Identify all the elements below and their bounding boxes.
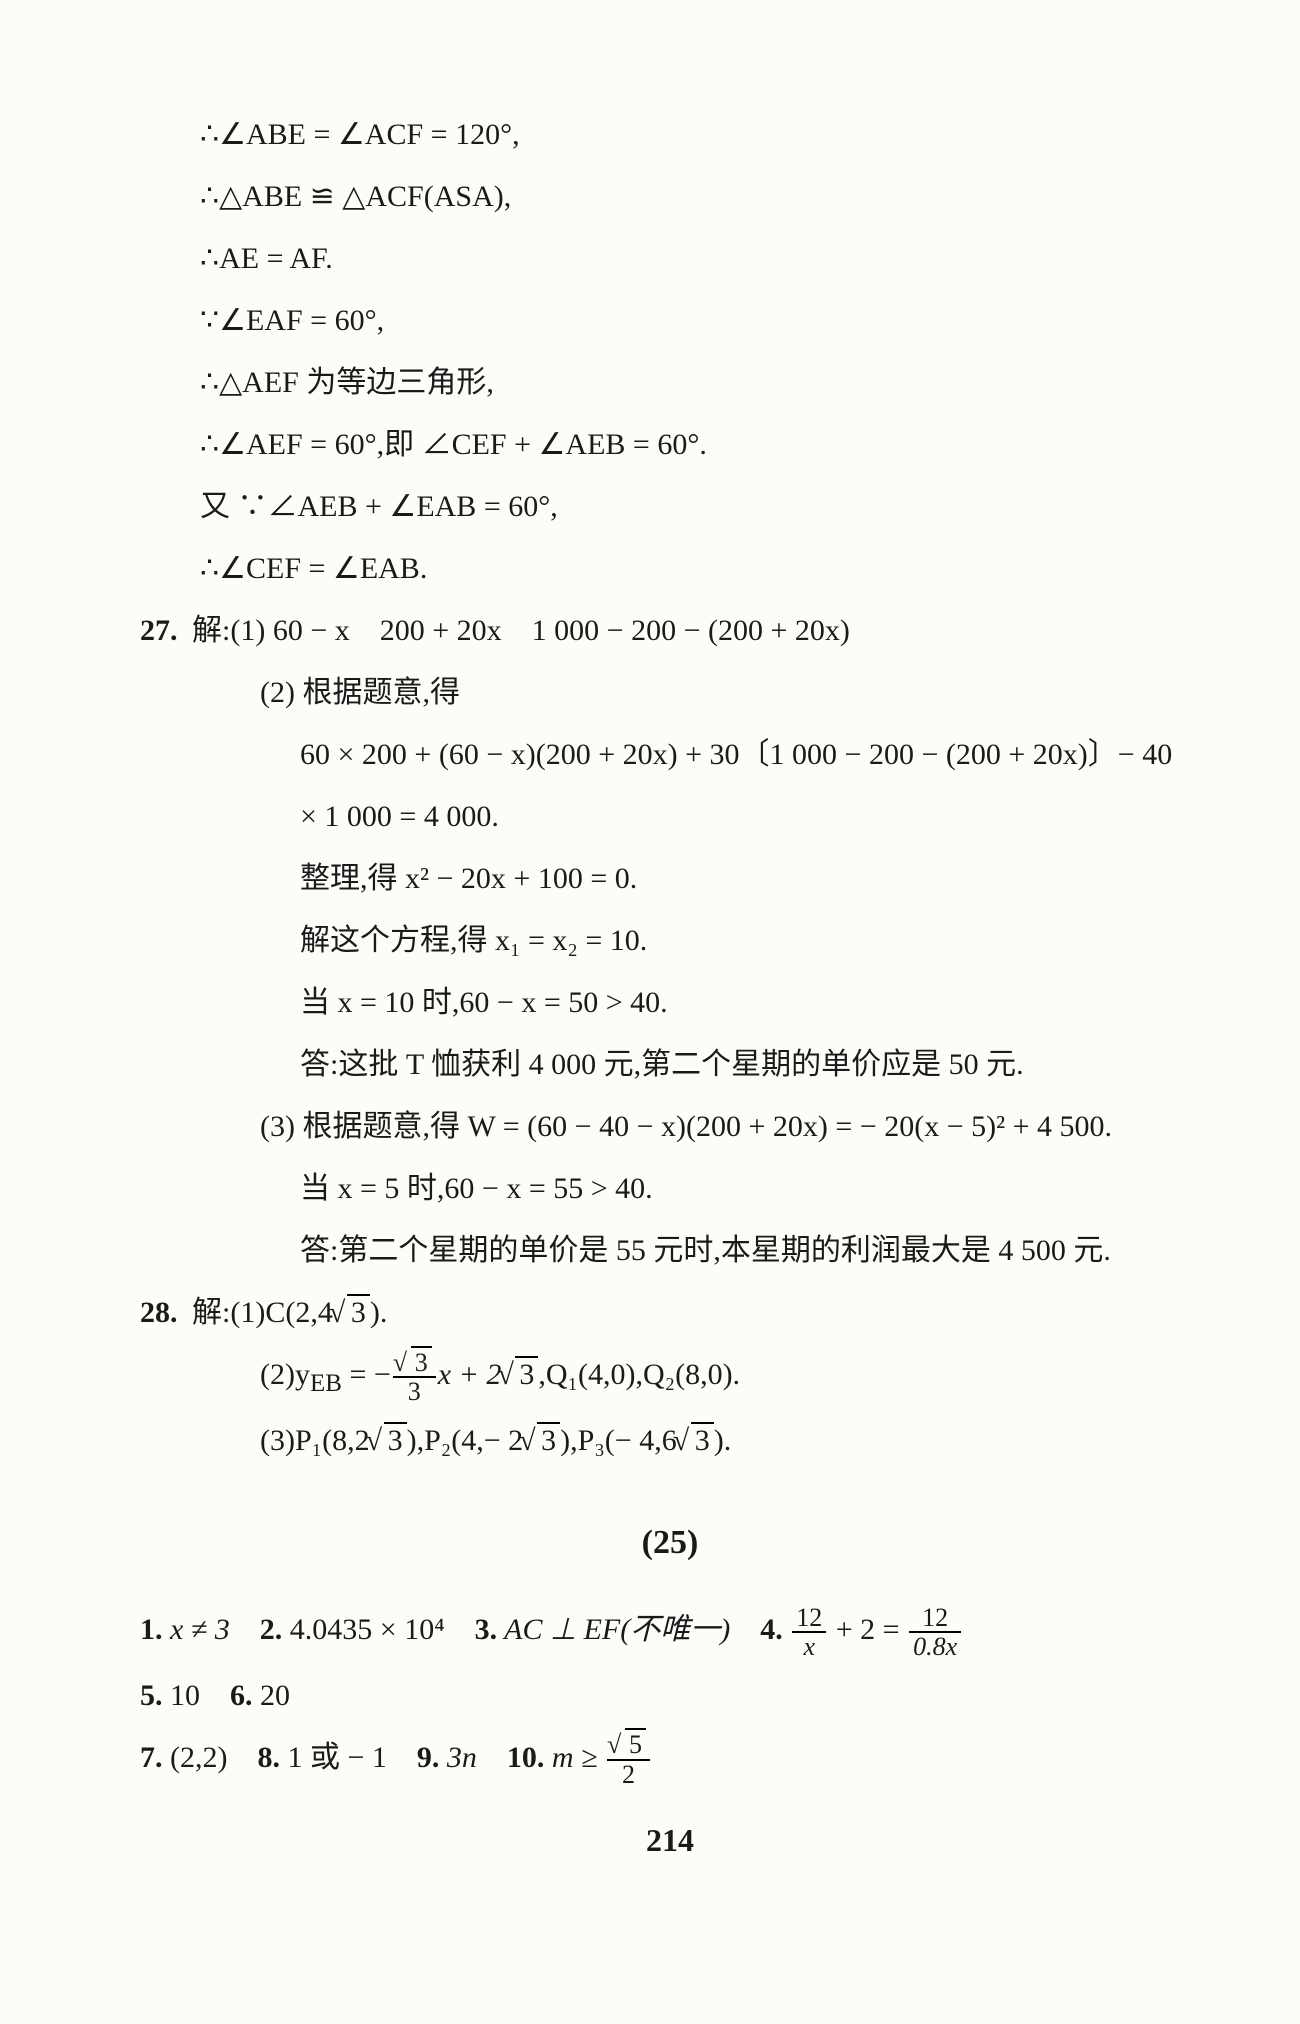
answer: 4.0435 × 10⁴ (282, 1613, 444, 1646)
answer: x ≠ 3 (163, 1613, 230, 1646)
fraction: 120.8x (909, 1604, 961, 1661)
answer-row: 5. 10 6. 20 (140, 1669, 1200, 1723)
answer-number: 3. (475, 1613, 498, 1646)
q27-line: 当 x = 5 时,60 − x = 55 > 40. (140, 1162, 1200, 1216)
proof-line: ∴△AEF 为等边三角形, (140, 356, 1200, 410)
answer-number: 7. (140, 1741, 163, 1774)
answer: 3n (439, 1741, 477, 1774)
q28-part1: 28.解:(1)C(2,43). (140, 1286, 1200, 1340)
text: 解:(1)C(2,4 (192, 1296, 333, 1329)
answer: 10 (163, 1679, 201, 1712)
sqrt-icon: 3 (501, 1348, 538, 1402)
answer: 1 或 − 1 (280, 1741, 387, 1774)
text: ),P₃(− 4,6 (560, 1424, 677, 1457)
sqrt-icon: 3 (397, 1349, 432, 1376)
answer-number: 2. (260, 1613, 283, 1646)
text: ). (714, 1424, 732, 1457)
question-number: 27. (140, 604, 192, 658)
q27-line: 当 x = 10 时,60 − x = 50 > 40. (140, 976, 1200, 1030)
text: = − (342, 1358, 391, 1391)
section-number: (25) (140, 1512, 1200, 1573)
text: m ≥ (544, 1741, 605, 1774)
text: ). (370, 1296, 388, 1329)
text: 解:(1) 60 − x 200 + 20x 1 000 − 200 − (20… (192, 614, 850, 647)
page: ∴∠ABE = ∠ACF = 120°, ∴△ABE ≌ △ACF(ASA), … (0, 0, 1300, 1910)
answer-number: 8. (257, 1741, 280, 1774)
q27-line: 60 × 200 + (60 − x)(200 + 20x) + 30〔1 00… (140, 728, 1200, 782)
q27-part3: (3) 根据题意,得 W = (60 − 40 − x)(200 + 20x) … (140, 1100, 1200, 1154)
answer-number: 9. (417, 1741, 440, 1774)
sqrt-icon: 5 (611, 1731, 646, 1758)
sqrt-icon: 3 (370, 1414, 407, 1468)
text: + 2 = (828, 1613, 907, 1646)
proof-line: ∴∠ABE = ∠ACF = 120°, (140, 108, 1200, 162)
subscript: EB (310, 1370, 342, 1397)
answer-number: 5. (140, 1679, 163, 1712)
answer: (2,2) (163, 1741, 228, 1774)
text: (2)y (260, 1358, 310, 1391)
proof-line: 又 ∵∠AEB + ∠EAB = 60°, (140, 480, 1200, 534)
answer-number: 10. (507, 1741, 545, 1774)
q27-line: 答:这批 T 恤获利 4 000 元,第二个星期的单价应是 50 元. (140, 1038, 1200, 1092)
text: ),P₂(4,− 2 (407, 1424, 524, 1457)
proof-line: ∵∠EAF = 60°, (140, 294, 1200, 348)
text: x + 2 (438, 1358, 502, 1391)
q27-line: 整理,得 x² − 20x + 100 = 0. (140, 852, 1200, 906)
sqrt-icon: 3 (523, 1414, 560, 1468)
q27-part1: 27.解:(1) 60 − x 200 + 20x 1 000 − 200 − … (140, 604, 1200, 658)
answer: 20 (253, 1679, 291, 1712)
proof-line: ∴∠AEF = 60°,即 ∠CEF + ∠AEB = 60°. (140, 418, 1200, 472)
answer-number: 1. (140, 1613, 163, 1646)
q27-line: 解这个方程,得 x₁ = x₂ = 10. (140, 914, 1200, 968)
fraction: 12x (792, 1604, 826, 1661)
q27-part2-head: (2) 根据题意,得 (140, 666, 1200, 720)
answer-row: 7. (2,2) 8. 1 或 − 1 9. 3n 10. m ≥ 52 (140, 1731, 1200, 1788)
answer: AC ⊥ EF(不唯一) (497, 1613, 730, 1646)
sqrt-icon: 3 (333, 1286, 370, 1340)
proof-line: ∴△ABE ≌ △ACF(ASA), (140, 170, 1200, 224)
q28-part2: (2)yEB = −33x + 23,Q₁(4,0),Q₂(8,0). (140, 1348, 1200, 1406)
page-number: 214 (140, 1812, 1200, 1870)
answer-number: 4. (760, 1613, 783, 1646)
proof-line: ∴AE = AF. (140, 232, 1200, 286)
sqrt-icon: 3 (677, 1414, 714, 1468)
proof-line: ∴∠CEF = ∠EAB. (140, 542, 1200, 596)
text: ,Q₁(4,0),Q₂(8,0). (538, 1358, 740, 1391)
q28-part3: (3)P₁(8,23),P₂(4,− 23),P₃(− 4,63). (140, 1414, 1200, 1468)
text: (3)P₁(8,2 (260, 1424, 370, 1457)
q27-line: 答:第二个星期的单价是 55 元时,本星期的利润最大是 4 500 元. (140, 1224, 1200, 1278)
answer-row: 1. x ≠ 3 2. 4.0435 × 10⁴ 3. AC ⊥ EF(不唯一)… (140, 1603, 1200, 1660)
fraction: 33 (393, 1349, 436, 1406)
q27-line: × 1 000 = 4 000. (140, 790, 1200, 844)
answer-number: 6. (230, 1679, 253, 1712)
fraction: 52 (607, 1731, 650, 1788)
question-number: 28. (140, 1286, 192, 1340)
